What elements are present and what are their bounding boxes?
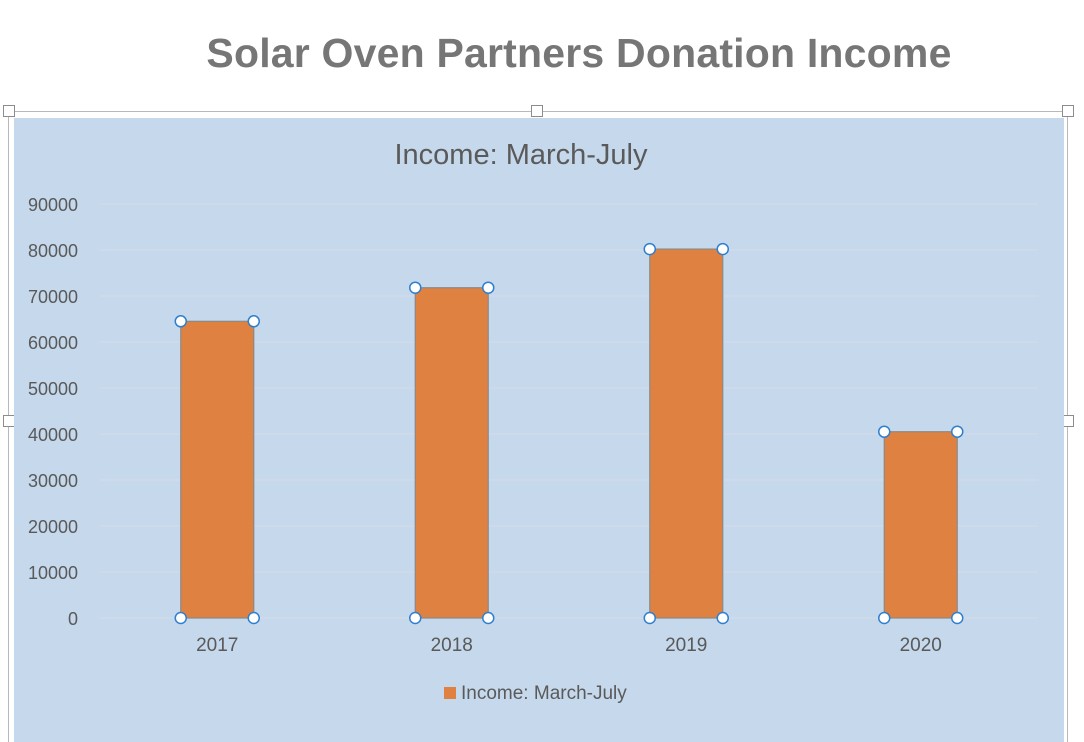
bar-selection-handle[interactable] [409, 611, 422, 625]
y-tick-label: 70000 [28, 287, 78, 307]
bar-selection-handle[interactable] [716, 242, 729, 256]
bar-selection-handle[interactable] [643, 611, 656, 625]
bar-selection-handle[interactable] [716, 611, 729, 625]
resize-handle-top-right[interactable] [1062, 105, 1074, 117]
legend-swatch [444, 687, 456, 699]
bar-selection-handle[interactable] [951, 425, 964, 438]
bar-2017[interactable] [180, 320, 255, 619]
bar-2020[interactable] [883, 431, 958, 619]
resize-handle-top-center[interactable] [531, 105, 543, 117]
bar-selection-handle[interactable] [951, 611, 964, 625]
bar-selection-handle[interactable] [247, 315, 260, 328]
document-title: Solar Oven Partners Donation Income [206, 30, 952, 76]
x-tick-label: 2019 [665, 635, 707, 656]
chart-area[interactable]: 0 10000 20000 30000 40000 50000 60000 70000 8000… [14, 118, 1064, 742]
y-tick-label: 40000 [28, 425, 78, 445]
y-tick-label: 50000 [28, 379, 78, 399]
y-tick-label: 80000 [28, 241, 78, 261]
y-tick-label: 90000 [28, 195, 78, 215]
x-tick-label: 2020 [900, 635, 942, 656]
y-tick-label: 10000 [28, 563, 78, 583]
x-tick-label: 2017 [196, 635, 238, 656]
bar-selection-handle[interactable] [247, 611, 260, 625]
bar-selection-handle[interactable] [878, 611, 891, 625]
bar-selection-handle[interactable] [878, 425, 891, 438]
bar-chart: 0 10000 20000 30000 40000 50000 60000 70000 8000… [28, 139, 1038, 704]
legend[interactable]: Income: March-July [444, 683, 627, 704]
y-axis-ticks: 0 10000 20000 30000 40000 50000 60000 70000 8000… [28, 195, 78, 629]
legend-label: Income: March-July [461, 683, 627, 704]
selection-handles[interactable] [174, 242, 964, 625]
bar-selection-handle[interactable] [174, 315, 187, 328]
y-tick-label: 0 [68, 609, 78, 629]
resize-handle-top-left[interactable] [3, 105, 15, 117]
bar-selection-handle[interactable] [174, 611, 187, 625]
bar-selection-handle[interactable] [643, 242, 656, 256]
bar-2018[interactable] [414, 287, 489, 619]
bar-selection-handle[interactable] [482, 281, 495, 294]
y-tick-label: 30000 [28, 471, 78, 491]
bar-selection-handle[interactable] [409, 281, 422, 294]
x-tick-label: 2018 [431, 635, 473, 656]
bar-2019[interactable] [649, 248, 724, 619]
bar-selection-handle[interactable] [482, 611, 495, 625]
x-axis-ticks: 2017 2018 2019 2020 [196, 635, 942, 656]
bar-series[interactable] [180, 248, 958, 619]
gridlines [100, 203, 1038, 619]
y-tick-label: 60000 [28, 333, 78, 353]
chart-title: Income: March-July [394, 139, 648, 171]
y-tick-label: 20000 [28, 517, 78, 537]
